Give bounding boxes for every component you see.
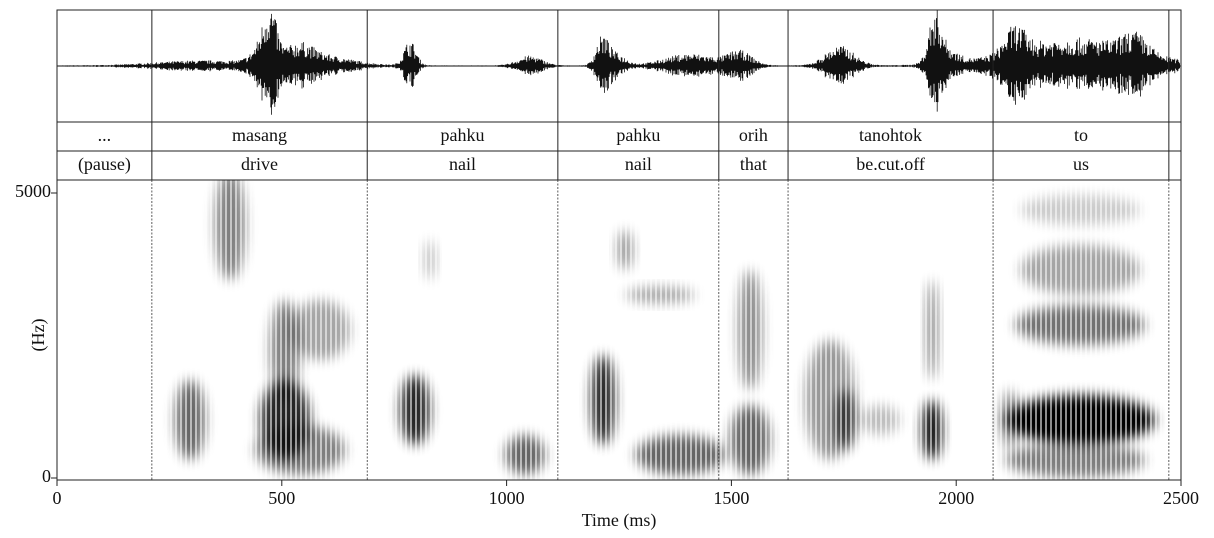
spectrogram-striation: [57, 180, 1181, 480]
tier-label: orih: [739, 125, 768, 145]
x-axis-title: Time (ms): [582, 510, 657, 531]
y-tick-label: 5000: [15, 181, 51, 201]
tier-label: nail: [449, 154, 476, 174]
x-tick-label: 0: [53, 488, 62, 508]
tier-label: masang: [232, 125, 287, 145]
tier-label: to: [1074, 125, 1088, 145]
waveform: [57, 10, 1181, 115]
tier-label: (pause): [78, 154, 131, 175]
y-tick-label: 0: [42, 466, 51, 486]
x-tick-label: 500: [268, 488, 295, 508]
tier-label: us: [1073, 154, 1089, 174]
x-tick-label: 2500: [1163, 488, 1199, 508]
tier-label: tanohtok: [859, 125, 922, 145]
tier-label: be.cut.off: [856, 154, 925, 174]
tier-label: pahku: [441, 125, 485, 145]
tier-label: nail: [625, 154, 652, 174]
x-tick-label: 1000: [489, 488, 525, 508]
tier-label: ...: [98, 125, 112, 145]
x-tick-label: 2000: [938, 488, 974, 508]
frame: [56, 9, 1182, 481]
tier-label: drive: [241, 154, 278, 174]
tier-label: pahku: [616, 125, 660, 145]
y-axis-title: (Hz): [28, 319, 49, 352]
x-tick-label: 1500: [713, 488, 749, 508]
waveform-trace: [57, 10, 1180, 115]
tier-label: that: [740, 154, 767, 174]
